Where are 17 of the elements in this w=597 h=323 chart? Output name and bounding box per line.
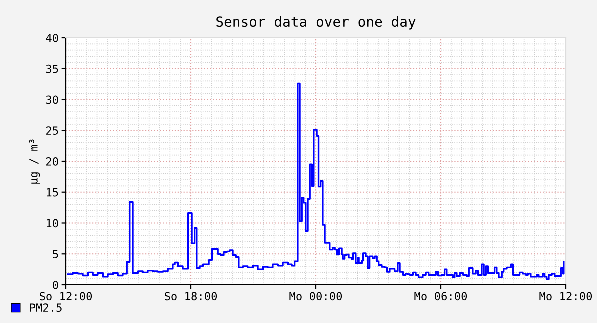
y-tick-label: 10 [47,219,58,228]
legend-label: PM2.5 [30,304,62,312]
x-tick-label: So 18:00 [164,292,218,301]
y-tick-label: 25 [46,126,58,136]
chart-title: Sensor data over one day [216,16,416,30]
x-tick-label: So 12:00 [40,292,92,301]
y-tick-label: 15 [47,188,58,197]
x-tick-label: Mo 00:00 [290,292,342,301]
x-tick-label: Mo 06:00 [414,292,468,301]
y-tick-label: 40 [46,34,58,42]
y-tick-label: 30 [46,96,58,104]
y-tick-label: 20 [46,158,58,166]
y-tick-label: 35 [46,64,58,74]
y-axis-title: µg / m³ [29,140,40,184]
x-tick-label: Mo 12:00 [540,292,592,301]
y-tick-label: 0 [53,281,58,290]
y-tick-label: 5 [53,250,58,259]
